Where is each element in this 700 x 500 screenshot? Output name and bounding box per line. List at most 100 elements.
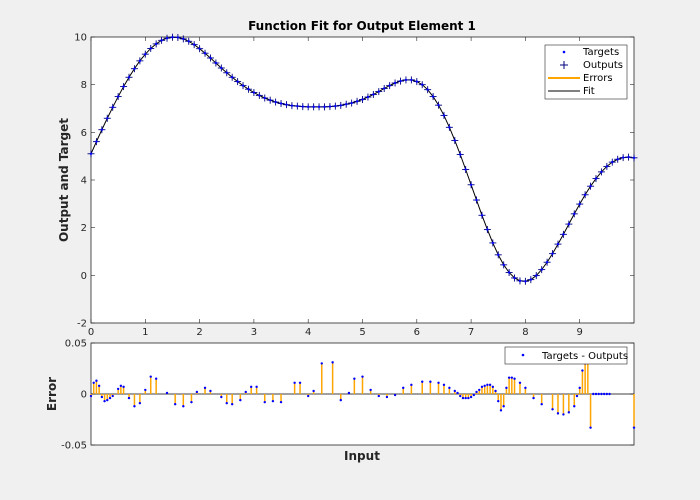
target-point xyxy=(545,261,549,264)
error-point xyxy=(494,389,497,393)
error-point xyxy=(573,405,576,408)
error-point xyxy=(103,399,106,403)
error-point xyxy=(486,383,489,387)
error-point xyxy=(203,386,207,390)
target-point xyxy=(192,43,196,46)
target-point xyxy=(475,198,478,202)
target-point xyxy=(621,156,625,159)
error-point xyxy=(453,389,457,393)
target-point xyxy=(437,103,440,107)
target-point xyxy=(448,126,451,129)
error-point xyxy=(513,377,516,380)
target-point xyxy=(426,88,429,91)
top-legend-box xyxy=(544,44,628,100)
error-point xyxy=(279,400,283,404)
target-point xyxy=(491,241,495,245)
error-point xyxy=(507,376,511,379)
error-point xyxy=(459,394,462,398)
legend-error-marker xyxy=(521,353,525,357)
target-point xyxy=(355,100,359,103)
target-point xyxy=(307,105,310,109)
error-point xyxy=(385,395,389,399)
target-point xyxy=(459,153,462,156)
target-point xyxy=(594,177,598,180)
error-point xyxy=(339,398,342,402)
bottom-x-axis-label: Input xyxy=(344,449,380,463)
top-ytick-label: 8 xyxy=(81,80,87,91)
error-point xyxy=(116,387,120,391)
error-point xyxy=(239,398,242,402)
top-xtick-label: 7 xyxy=(468,327,474,338)
error-point xyxy=(594,392,598,396)
target-point xyxy=(279,102,283,105)
error-point xyxy=(472,393,476,397)
target-point xyxy=(578,202,581,206)
error-point xyxy=(298,381,302,384)
error-point xyxy=(600,392,603,396)
error-point xyxy=(556,412,560,415)
top-y-axis-label: Output and Target xyxy=(57,118,71,242)
error-point xyxy=(505,386,508,390)
bottom-legend-box xyxy=(504,346,628,365)
target-point xyxy=(567,222,571,226)
target-point xyxy=(469,183,473,186)
target-point xyxy=(198,47,201,50)
target-point xyxy=(116,95,120,98)
target-point xyxy=(399,79,402,83)
target-point xyxy=(106,117,109,120)
error-point xyxy=(225,401,228,405)
top-ytick-label: 4 xyxy=(81,176,87,187)
error-point xyxy=(567,411,571,414)
bottom-legend: Targets - Outputs xyxy=(504,346,628,365)
legend-targets-marker xyxy=(562,50,566,54)
target-point xyxy=(323,105,326,109)
error-point xyxy=(209,389,212,393)
top-xtick-label: 9 xyxy=(577,327,583,338)
error-point xyxy=(255,385,258,389)
error-point xyxy=(461,396,465,400)
target-point xyxy=(263,96,266,100)
error-point xyxy=(632,426,636,429)
error-point xyxy=(410,383,413,387)
target-point xyxy=(442,114,446,117)
error-point xyxy=(353,377,356,380)
target-point xyxy=(296,104,299,108)
target-point xyxy=(187,40,190,43)
target-point xyxy=(535,274,538,277)
error-point xyxy=(578,386,581,390)
top-xtick-label: 0 xyxy=(88,327,94,338)
target-point xyxy=(497,253,500,257)
bottom-ytick-label: 0.05 xyxy=(65,339,87,350)
target-point xyxy=(334,104,337,108)
error-point xyxy=(592,392,595,396)
target-point xyxy=(290,104,294,107)
error-point xyxy=(369,388,372,392)
error-point xyxy=(467,396,470,400)
target-point xyxy=(312,105,315,109)
target-point xyxy=(372,93,375,96)
target-point xyxy=(214,61,218,65)
target-point xyxy=(616,158,619,161)
target-point xyxy=(258,94,261,97)
error-point xyxy=(510,376,514,379)
error-point xyxy=(448,386,451,390)
target-point xyxy=(518,279,522,283)
target-point xyxy=(551,252,554,255)
target-point xyxy=(328,105,332,108)
target-point xyxy=(252,91,256,94)
target-point xyxy=(165,36,169,40)
error-point xyxy=(605,392,609,396)
error-point xyxy=(377,394,380,398)
target-point xyxy=(388,84,391,87)
target-point xyxy=(350,101,353,105)
target-point xyxy=(149,47,152,50)
error-point xyxy=(106,398,109,402)
error-point xyxy=(480,385,484,389)
target-point xyxy=(171,36,174,39)
error-point xyxy=(97,384,101,388)
error-point xyxy=(442,383,446,387)
target-point xyxy=(95,140,98,143)
top-ytick-label: 2 xyxy=(81,223,87,234)
target-point xyxy=(160,39,163,42)
error-point xyxy=(502,405,505,408)
